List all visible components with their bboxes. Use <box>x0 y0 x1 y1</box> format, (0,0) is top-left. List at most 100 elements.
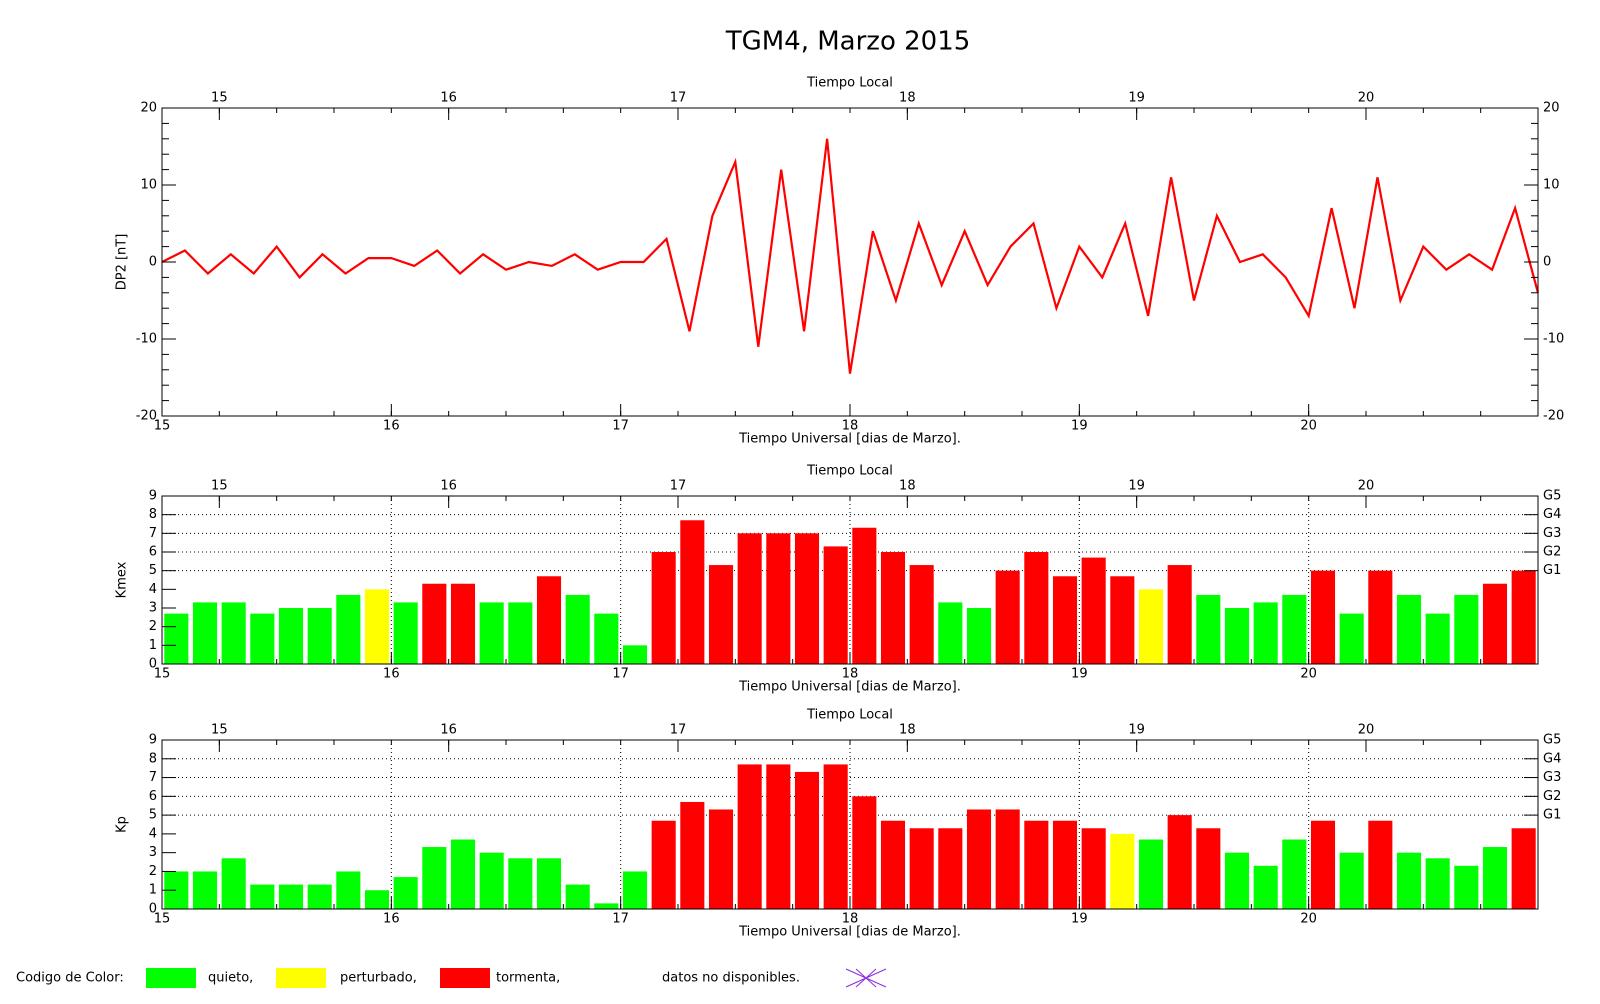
top-x-axis-label: Tiempo Local <box>806 464 893 479</box>
bar <box>852 796 877 909</box>
y-tick-label: 5 <box>149 808 157 823</box>
bar <box>221 602 246 664</box>
bar <box>651 552 676 664</box>
bar <box>1224 852 1250 909</box>
bar <box>1282 839 1307 909</box>
legend-label: tormenta, <box>496 971 560 986</box>
bar <box>192 871 218 909</box>
y-tick-label: 2 <box>149 619 157 634</box>
x-tick-label: 15 <box>154 912 171 927</box>
bar <box>823 764 848 909</box>
bar <box>1482 847 1508 909</box>
bar <box>880 552 906 664</box>
bar <box>565 884 590 909</box>
x-tick-label: 16 <box>383 667 400 682</box>
x-tick-label: 19 <box>1071 667 1088 682</box>
y-tick-label: 0 <box>149 657 157 672</box>
y-tick-label: 8 <box>149 751 157 766</box>
bar <box>536 858 562 909</box>
bar <box>594 903 619 909</box>
bar <box>565 594 590 664</box>
bar <box>794 533 820 664</box>
bar <box>1396 852 1422 909</box>
bar <box>708 809 734 909</box>
legend-label: quieto, <box>208 971 253 986</box>
bar <box>1253 602 1278 664</box>
bar <box>995 570 1020 664</box>
bar <box>651 820 676 909</box>
bar <box>479 852 504 909</box>
top-x-tick-label: 17 <box>670 479 687 494</box>
y2-tick-label: G5 <box>1543 733 1561 748</box>
x-tick-label: 18 <box>842 419 859 434</box>
bar <box>880 820 906 909</box>
bar <box>823 546 848 664</box>
x-axis-label: Tiempo Universal [dias de Marzo]. <box>738 432 961 447</box>
y-tick-label: 4 <box>149 826 157 841</box>
bar <box>393 602 418 664</box>
y2-tick-label: G2 <box>1543 545 1561 560</box>
x-tick-label: 15 <box>154 667 171 682</box>
y2-tick-label: G5 <box>1543 489 1561 504</box>
bar <box>1253 865 1278 909</box>
top-x-tick-label: 16 <box>440 479 457 494</box>
legend-label: datos no disponibles. <box>662 971 800 986</box>
y-tick-label: 4 <box>149 582 157 597</box>
y2-tick-label: G1 <box>1543 808 1561 823</box>
bar <box>508 858 533 909</box>
bar <box>995 809 1020 909</box>
bar <box>192 602 218 664</box>
x-tick-label: 17 <box>612 667 629 682</box>
bar <box>1310 820 1336 909</box>
bar <box>1339 852 1364 909</box>
y-tick-label: 6 <box>149 789 157 804</box>
x-tick-label: 20 <box>1300 419 1317 434</box>
chart-title: TGM4, Marzo 2015 <box>725 27 971 57</box>
top-x-tick-label: 20 <box>1358 91 1375 106</box>
x-tick-label: 17 <box>612 419 629 434</box>
bar <box>1282 594 1307 664</box>
bar <box>422 847 447 909</box>
x-axis-label: Tiempo Universal [dias de Marzo]. <box>738 680 961 695</box>
x-tick-label: 20 <box>1300 912 1317 927</box>
bar <box>536 576 562 664</box>
bar <box>1425 613 1450 664</box>
y-tick-label: 1 <box>149 638 157 653</box>
bar <box>393 877 418 909</box>
top-x-tick-label: 18 <box>899 723 916 738</box>
bar <box>1224 608 1250 664</box>
bar <box>766 764 791 909</box>
top-x-tick-label: 20 <box>1358 723 1375 738</box>
bar <box>450 583 476 664</box>
bar <box>364 890 390 909</box>
y2-tick-label: G4 <box>1543 507 1561 522</box>
bar <box>1167 815 1192 909</box>
x-tick-label: 18 <box>842 912 859 927</box>
y2-tick-label: 20 <box>1543 101 1560 116</box>
y2-tick-label: G4 <box>1543 751 1561 766</box>
legend-swatch <box>276 968 326 988</box>
bar <box>1511 828 1536 909</box>
bar <box>966 608 992 664</box>
bar <box>1454 594 1479 664</box>
bar <box>1339 613 1364 664</box>
bar <box>307 608 332 664</box>
bar <box>1368 820 1393 909</box>
y2-tick-label: G3 <box>1543 526 1561 541</box>
bar <box>1110 576 1135 664</box>
top-x-tick-label: 18 <box>899 479 916 494</box>
bar <box>1110 833 1135 909</box>
bar <box>1138 839 1164 909</box>
x-tick-label: 19 <box>1071 912 1088 927</box>
bar <box>622 645 648 664</box>
bar <box>1396 594 1422 664</box>
y2-tick-label: -20 <box>1543 409 1564 424</box>
top-x-tick-label: 15 <box>211 479 228 494</box>
y-tick-label: 20 <box>140 101 157 116</box>
top-x-tick-label: 15 <box>211 723 228 738</box>
bar <box>250 613 275 664</box>
bar <box>364 589 390 664</box>
y-tick-label: 1 <box>149 883 157 898</box>
y-tick-label: 3 <box>149 845 157 860</box>
